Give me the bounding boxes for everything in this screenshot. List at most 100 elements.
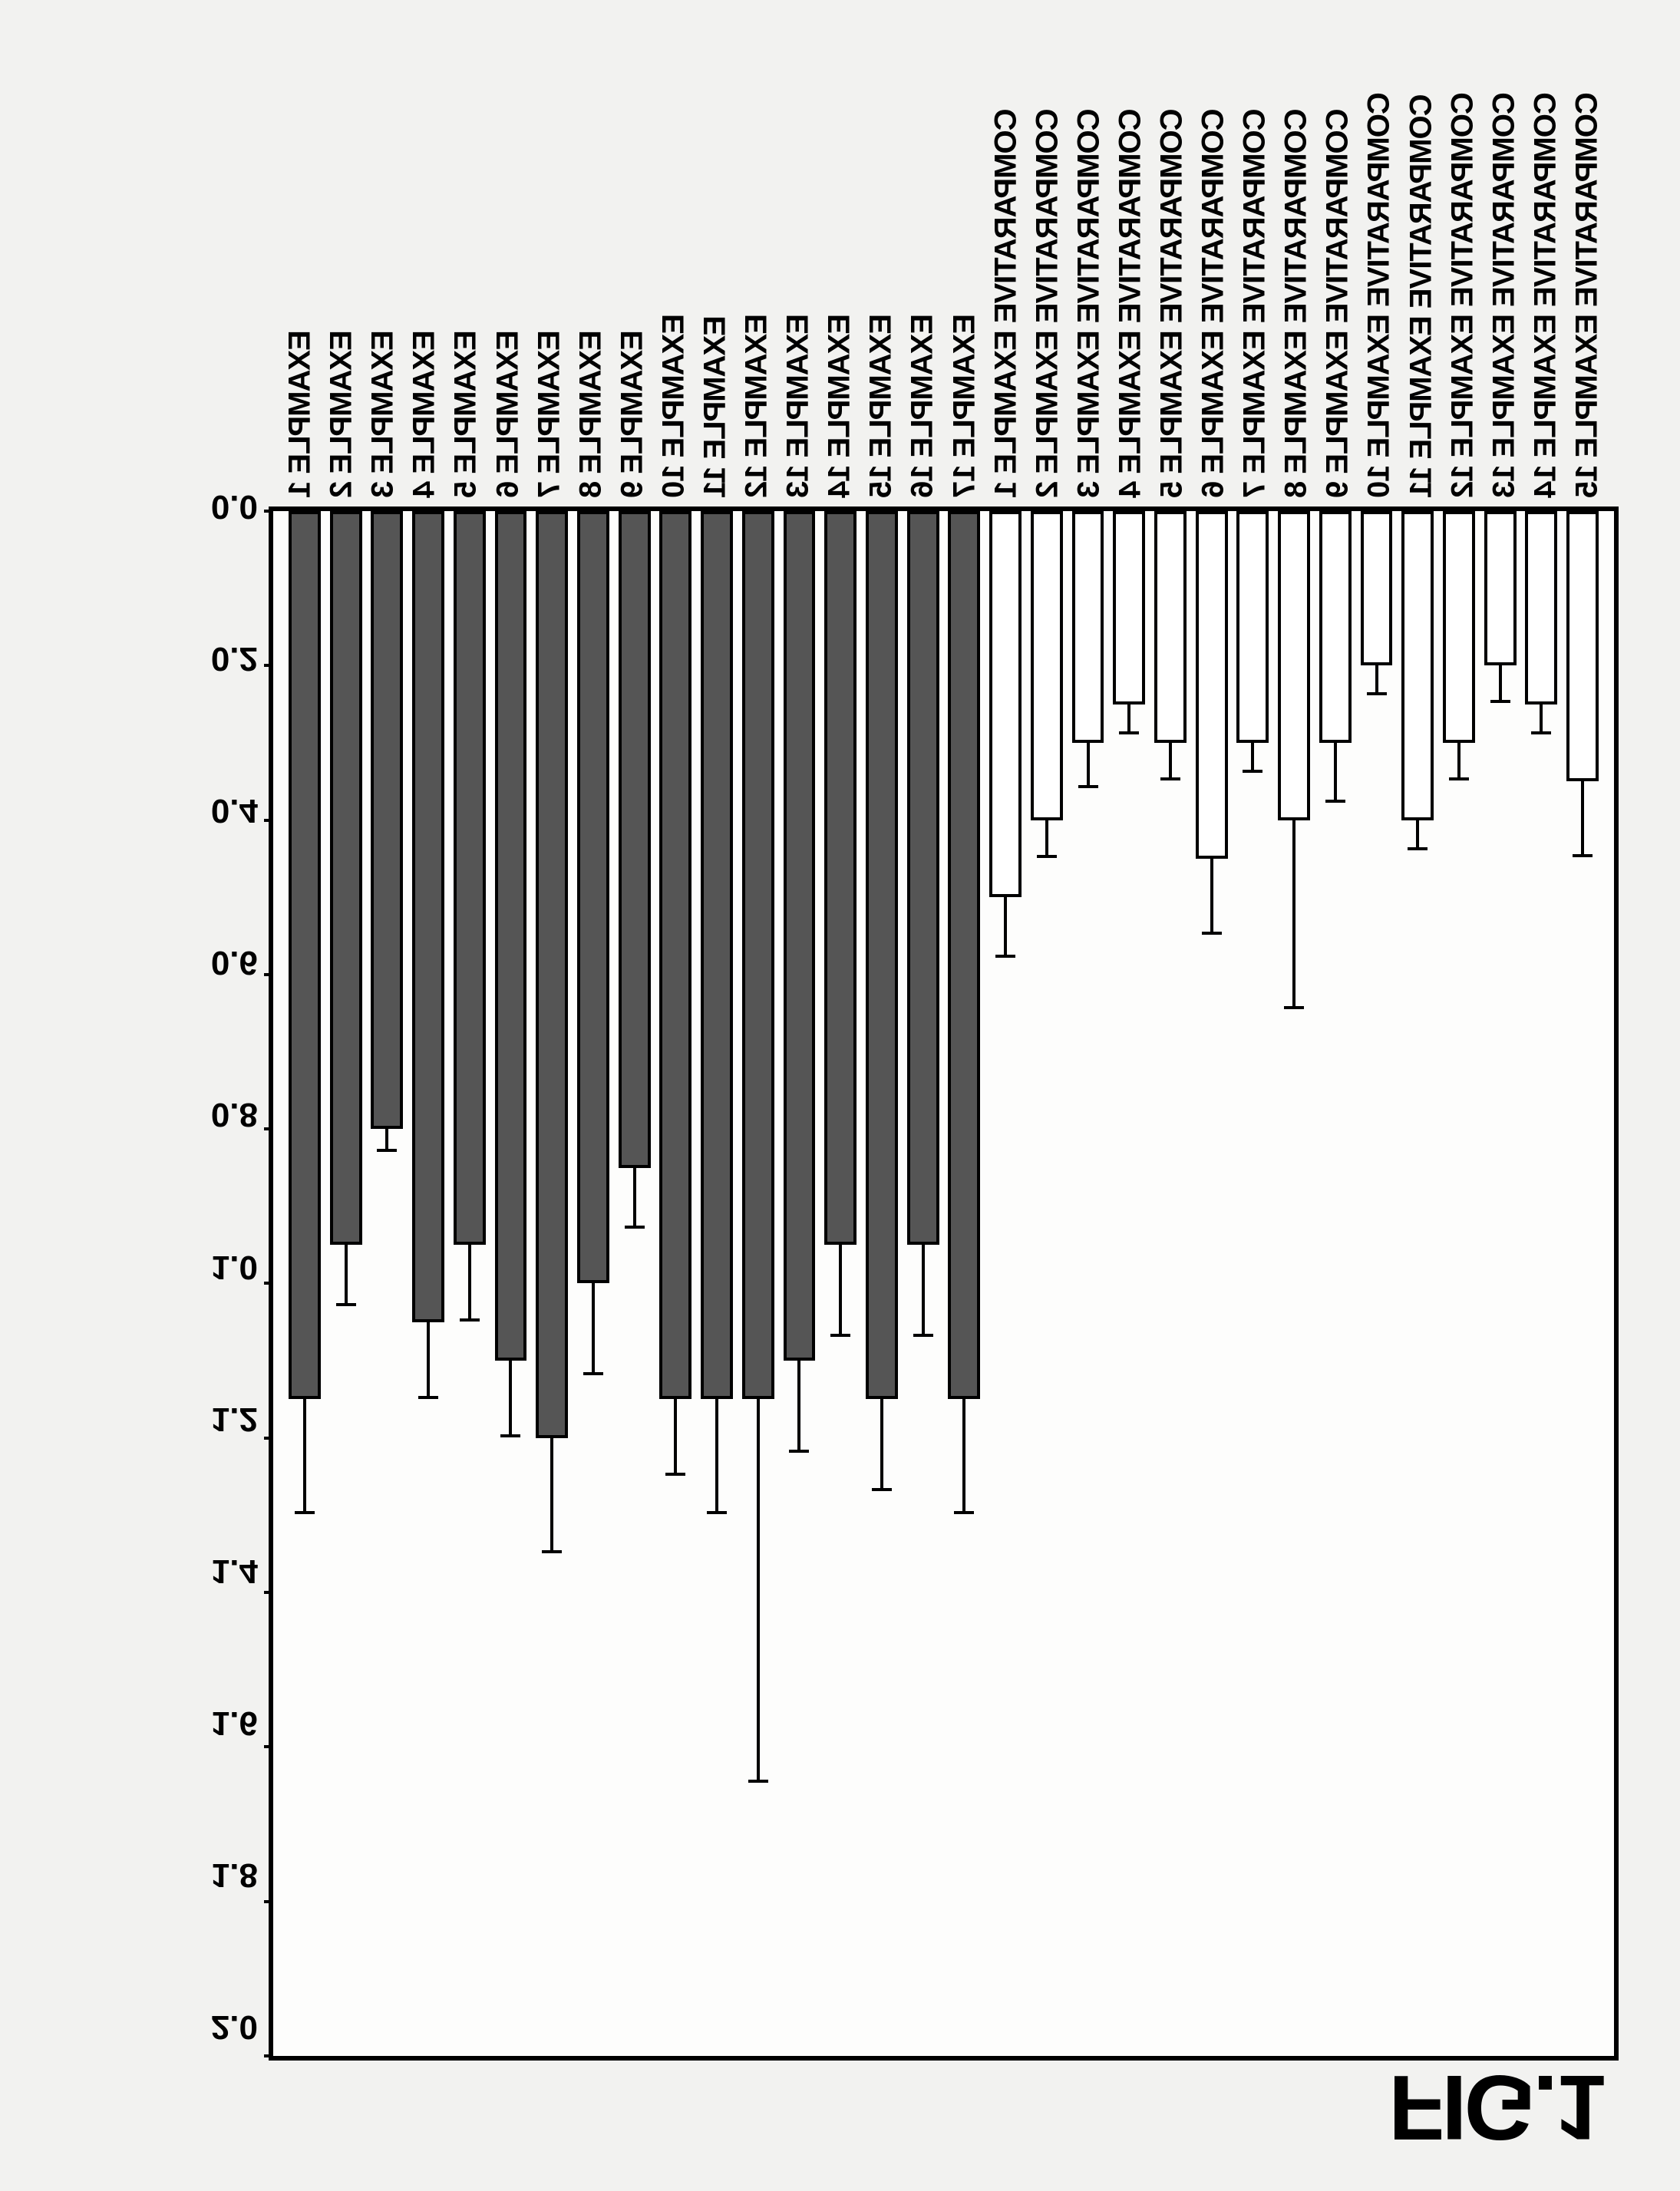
bar-slot	[1356, 511, 1398, 2056]
category-label: EXAMPLE 11	[698, 315, 732, 497]
comparative-bar	[1072, 511, 1104, 743]
y-tick-mark	[264, 664, 273, 667]
x-label-slot: EXAMPLE 3	[362, 0, 404, 497]
y-tick-label: 1.8	[211, 1858, 258, 1892]
error-bar	[1540, 701, 1543, 731]
bar-slot	[944, 511, 985, 2056]
x-label-slot: COMPARATIVE EXAMPLE 15	[1566, 0, 1608, 497]
error-bar	[427, 1319, 430, 1396]
x-label-slot: COMPARATIVE EXAMPLE 1	[985, 0, 1027, 497]
example-bar	[495, 511, 527, 1361]
plot-area	[269, 507, 1619, 2061]
bar-slot	[1521, 511, 1563, 2056]
x-label-slot: EXAMPLE 12	[736, 0, 777, 497]
bar-slot	[655, 511, 696, 2056]
bar-slot	[366, 511, 408, 2056]
category-label: COMPARATIVE EXAMPLE 14	[1528, 92, 1563, 497]
error-bar	[674, 1396, 677, 1473]
category-label: EXAMPLE 17	[947, 314, 982, 497]
category-label: EXAMPLE 3	[366, 330, 401, 497]
y-tick-mark	[264, 1282, 273, 1285]
bar-slot	[1315, 511, 1356, 2056]
y-tick-label: 1.0	[211, 1250, 258, 1284]
bar-slot	[1150, 511, 1191, 2056]
bar-slot	[779, 511, 820, 2056]
category-label: COMPARATIVE EXAMPLE 10	[1362, 92, 1397, 497]
bar-slot	[408, 511, 449, 2056]
x-label-slot: EXAMPLE 4	[404, 0, 445, 497]
error-bar	[880, 1396, 883, 1488]
bar-slot	[738, 511, 779, 2056]
error-bar	[715, 1396, 718, 1511]
comparative-bar	[1319, 511, 1352, 743]
y-tick-label: 0.4	[211, 794, 258, 827]
comparative-bar	[1361, 511, 1393, 665]
y-tick-mark	[264, 1127, 273, 1130]
bar-slot	[614, 511, 655, 2056]
x-label-slot: EXAMPLE 15	[860, 0, 902, 497]
x-label-slot: EXAMPLE 9	[612, 0, 653, 497]
error-bar	[1581, 778, 1584, 853]
error-bar	[1457, 740, 1461, 777]
bar-slot	[696, 511, 738, 2056]
category-label: COMPARATIVE EXAMPLE 13	[1487, 92, 1521, 497]
example-bar	[536, 511, 568, 1438]
error-bar	[1127, 701, 1130, 731]
category-label: COMPARATIVE EXAMPLE 15	[1569, 92, 1604, 497]
x-axis-labels: EXAMPLE 1EXAMPLE 2EXAMPLE 3EXAMPLE 4EXAM…	[269, 0, 1619, 497]
category-label: COMPARATIVE EXAMPLE 8	[1279, 109, 1314, 497]
y-tick-mark	[264, 1745, 273, 1748]
error-bar	[468, 1242, 471, 1318]
x-label-slot: COMPARATIVE EXAMPLE 5	[1151, 0, 1193, 497]
error-bar	[1210, 856, 1213, 932]
y-tick-mark	[264, 1900, 273, 1903]
y-tick-mark	[264, 2054, 273, 2057]
x-label-slot: COMPARATIVE EXAMPLE 2	[1027, 0, 1068, 497]
bar-slot	[861, 511, 903, 2056]
bar-slot	[903, 511, 944, 2056]
page-rotated-container: FIG.1 PERMEATION RATE OF PROGESTERONE (μ…	[0, 0, 1680, 2191]
category-label: COMPARATIVE EXAMPLE 6	[1196, 109, 1231, 497]
chart-container: FIG.1 PERMEATION RATE OF PROGESTERONE (μ…	[0, 0, 1680, 2191]
y-axis-ticks: 0.00.20.40.60.81.01.21.41.61.82.0	[200, 507, 269, 2061]
error-bar	[797, 1358, 800, 1450]
bar-slot	[1026, 511, 1068, 2056]
comparative-bar	[1031, 511, 1063, 820]
x-label-slot: COMPARATIVE EXAMPLE 8	[1276, 0, 1317, 497]
y-tick-mark	[264, 510, 273, 513]
x-label-slot: EXAMPLE 5	[445, 0, 487, 497]
x-label-slot: EXAMPLE 17	[944, 0, 985, 497]
y-tick-label: 0.6	[211, 945, 258, 979]
y-tick-label: 1.4	[211, 1554, 258, 1588]
bar-slot	[985, 511, 1026, 2056]
x-label-slot: EXAMPLE 10	[653, 0, 695, 497]
category-label: EXAMPLE 4	[408, 330, 442, 497]
bar-slot	[325, 511, 367, 2056]
x-label-slot: COMPARATIVE EXAMPLE 9	[1317, 0, 1358, 497]
plot-wrap: 0.00.20.40.60.81.01.21.41.61.82.0	[200, 507, 1619, 2061]
comparative-bar	[1278, 511, 1310, 820]
y-tick-label: 0.0	[211, 490, 258, 523]
comparative-bar	[1525, 511, 1557, 704]
x-label-slot: COMPARATIVE EXAMPLE 6	[1193, 0, 1234, 497]
y-tick-label: 0.2	[211, 642, 258, 675]
bar-slot	[490, 511, 532, 2056]
error-bar	[345, 1242, 348, 1303]
x-label-slot: COMPARATIVE EXAMPLE 3	[1068, 0, 1110, 497]
category-label: EXAMPLE 13	[781, 314, 816, 497]
category-label: COMPARATIVE EXAMPLE 2	[1030, 109, 1064, 497]
y-tick-label: 2.0	[211, 2010, 258, 2044]
category-label: EXAMPLE 16	[906, 314, 940, 497]
bar-slot	[1562, 511, 1603, 2056]
error-bar	[1375, 662, 1378, 692]
x-label-slot: COMPARATIVE EXAMPLE 13	[1484, 0, 1525, 497]
category-label: COMPARATIVE EXAMPLE 11	[1404, 94, 1438, 498]
example-bar	[619, 511, 651, 1168]
error-bar	[1169, 740, 1172, 777]
error-bar	[757, 1396, 760, 1780]
x-label-slot: COMPARATIVE EXAMPLE 4	[1110, 0, 1151, 497]
y-tick-mark	[264, 1591, 273, 1594]
comparative-bar	[1443, 511, 1475, 743]
error-bar	[1499, 662, 1502, 699]
x-label-slot: EXAMPLE 16	[902, 0, 943, 497]
